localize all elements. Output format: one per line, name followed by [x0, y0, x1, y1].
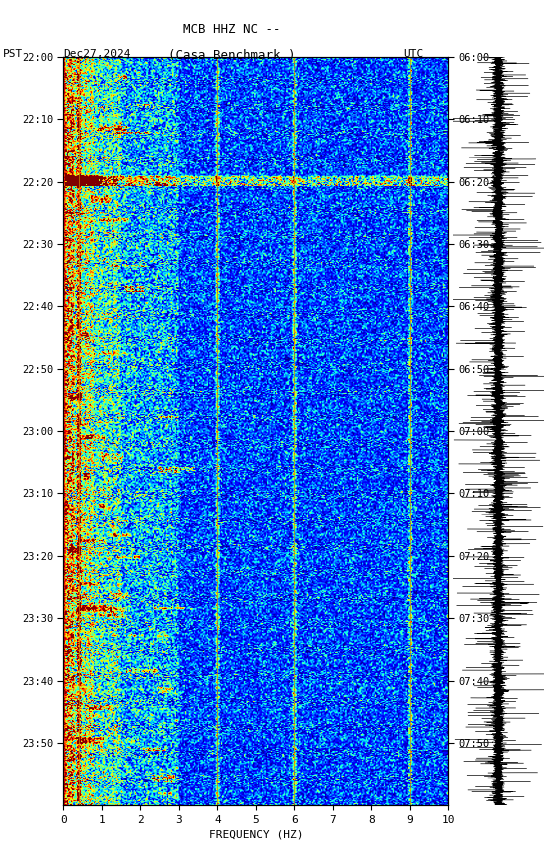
X-axis label: FREQUENCY (HZ): FREQUENCY (HZ)	[209, 829, 303, 839]
Text: Dec27,2024: Dec27,2024	[63, 48, 131, 59]
Text: MCB HHZ NC --: MCB HHZ NC --	[183, 23, 280, 36]
Text: (Casa Benchmark ): (Casa Benchmark )	[168, 49, 295, 62]
Text: UTC: UTC	[403, 48, 423, 59]
Text: PST: PST	[3, 48, 23, 59]
